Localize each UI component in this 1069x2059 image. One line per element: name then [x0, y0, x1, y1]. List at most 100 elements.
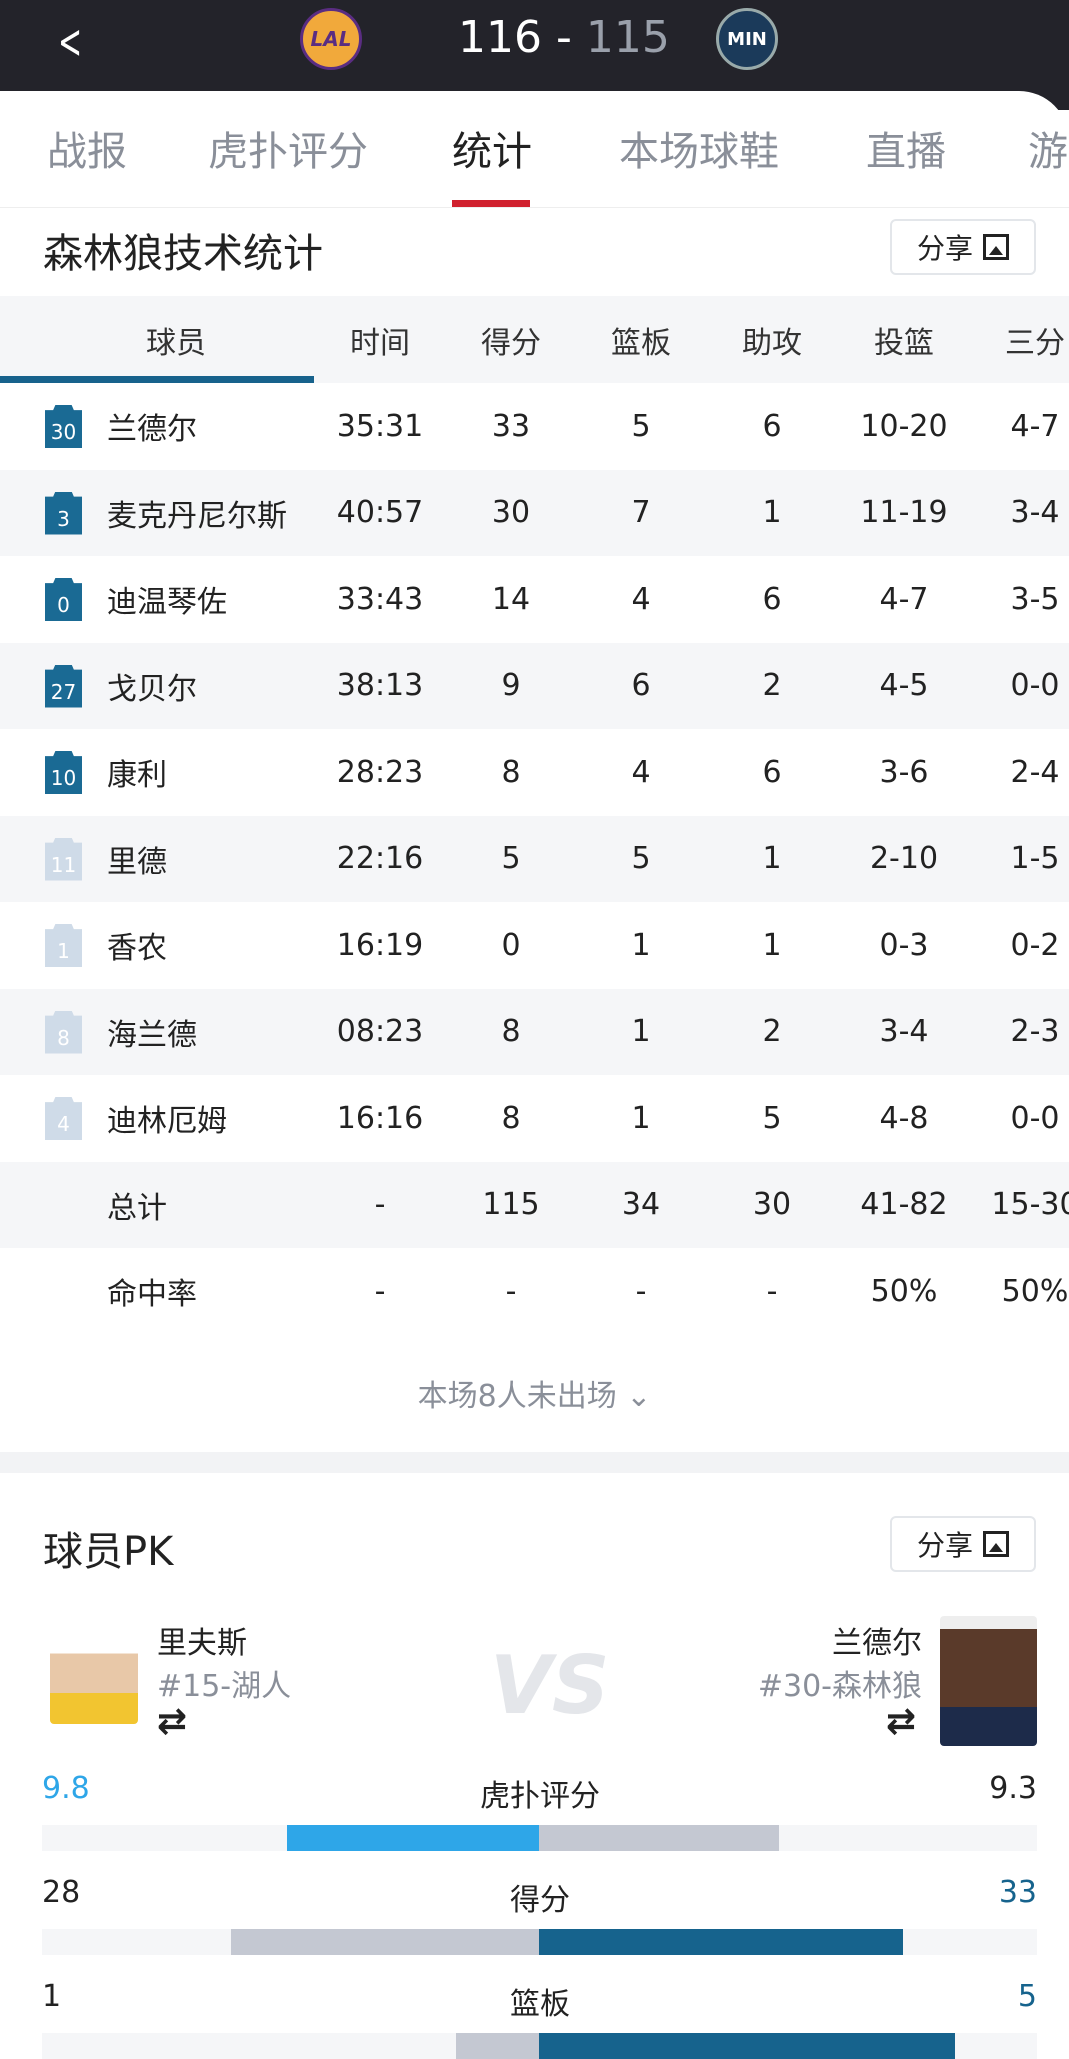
- stat-cell: 1: [631, 927, 651, 963]
- stat-cell: 5: [501, 841, 521, 877]
- right-player-avatar[interactable]: [940, 1616, 1037, 1746]
- table-row[interactable]: 10 康利 28:23 8 4 6 3-6 2-4: [0, 729, 1069, 816]
- stat-cell: 34: [621, 1187, 661, 1223]
- away-score: 115: [585, 12, 670, 63]
- stat-cell: 15-30: [991, 1187, 1069, 1223]
- stat-cell: 3-4: [1010, 495, 1060, 531]
- image-icon: [983, 1531, 1009, 1557]
- player-name[interactable]: 命中率: [107, 1277, 197, 1313]
- stat-cell: 8: [501, 1014, 521, 1050]
- stat-cell: 3-6: [879, 754, 929, 790]
- stats-share-button[interactable]: 分享: [890, 219, 1036, 275]
- player-name[interactable]: 兰德尔: [107, 412, 197, 448]
- stat-cell: 2: [762, 1014, 782, 1050]
- stat-cell: -: [374, 1187, 386, 1223]
- stat-cell: 0-3: [879, 927, 929, 963]
- table-row[interactable]: 8 海兰德 08:23 8 1 2 3-4 2-3: [0, 988, 1069, 1075]
- tab-shoes[interactable]: 本场球鞋: [619, 129, 779, 175]
- player-name[interactable]: 海兰德: [107, 1017, 197, 1053]
- table-header: 球员 时间 得分 篮板 助攻 投篮 三分: [0, 296, 1069, 383]
- swap-right-player-icon[interactable]: ⇄: [886, 1701, 917, 1742]
- player-name[interactable]: 香农: [107, 931, 167, 967]
- tab-more[interactable]: 游: [1028, 129, 1068, 175]
- left-bar-fill: [456, 2033, 540, 2059]
- away-team-logo[interactable]: MIN: [716, 8, 778, 70]
- player-name[interactable]: 麦克丹尼尔斯: [107, 498, 287, 534]
- dnp-toggle[interactable]: 本场8人未出场 ⌄: [0, 1371, 1069, 1415]
- table-row[interactable]: 30 兰德尔 35:31 33 5 6 10-20 4-7: [0, 383, 1069, 470]
- tab-report[interactable]: 战报: [47, 129, 127, 175]
- table-row[interactable]: 27 戈贝尔 38:13 9 6 2 4-5 0-0: [0, 642, 1069, 729]
- active-tab-indicator: [452, 200, 530, 207]
- jersey-icon: 10: [45, 751, 82, 794]
- column-header[interactable]: 球员: [146, 325, 206, 361]
- section-divider: [0, 1452, 1069, 1473]
- stat-cell: 30: [491, 495, 531, 531]
- pk-title: 球员PK: [43, 1529, 174, 1575]
- stat-cell: -: [505, 1273, 517, 1309]
- left-player-avatar[interactable]: [50, 1636, 138, 1724]
- column-header[interactable]: 投篮: [874, 325, 934, 361]
- share-label: 分享: [916, 1529, 973, 1562]
- player-name[interactable]: 总计: [107, 1190, 167, 1226]
- stat-cell: 30: [752, 1187, 792, 1223]
- stat-cell: 50%: [1001, 1273, 1069, 1309]
- stat-cell: 6: [631, 668, 651, 704]
- tab-rating[interactable]: 虎扑评分: [208, 129, 368, 175]
- home-score: 116: [458, 12, 542, 63]
- table-row[interactable]: 总计 - 115 34 30 41-82 15-30: [0, 1161, 1069, 1248]
- stat-cell: 2-4: [1010, 754, 1060, 790]
- left-bar-fill: [230, 1929, 540, 1955]
- player-name[interactable]: 康利: [107, 758, 167, 794]
- stat-cell: 16:16: [336, 1100, 424, 1136]
- stat-cell: 5: [762, 1100, 782, 1136]
- jersey-icon: 8: [45, 1010, 82, 1054]
- stat-cell: 115: [482, 1187, 540, 1223]
- tab-live[interactable]: 直播: [866, 129, 946, 175]
- stat-cell: 6: [762, 408, 782, 444]
- table-row[interactable]: 1 香农 16:19 0 1 1 0-3 0-2: [0, 902, 1069, 989]
- stat-cell: 5: [631, 408, 651, 444]
- right-stat-value: 9.3: [989, 1771, 1037, 1806]
- right-stat-value: 5: [1017, 1979, 1037, 2014]
- share-label: 分享: [916, 232, 973, 265]
- table-row[interactable]: 3 麦克丹尼尔斯 40:57 30 7 1 11-19 3-4: [0, 469, 1069, 556]
- player-name[interactable]: 里德: [107, 844, 167, 880]
- chevron-down-icon: ⌄: [626, 1379, 652, 1414]
- stat-cell: 1: [762, 495, 782, 531]
- column-header[interactable]: 三分: [1005, 325, 1065, 361]
- player-name[interactable]: 迪温琴佐: [107, 585, 227, 621]
- swap-left-player-icon[interactable]: ⇄: [157, 1701, 188, 1742]
- tab-stats[interactable]: 统计: [452, 129, 532, 175]
- stat-cell: 8: [501, 1100, 521, 1136]
- stat-cell: 5: [631, 841, 651, 877]
- stat-cell: 50%: [870, 1273, 938, 1309]
- stat-cell: 40:57: [336, 495, 424, 531]
- player-name[interactable]: 迪林厄姆: [107, 1104, 227, 1140]
- stat-cell: 8: [501, 754, 521, 790]
- stat-cell: 41-82: [860, 1187, 948, 1223]
- column-header[interactable]: 得分: [481, 325, 541, 361]
- column-header[interactable]: 助攻: [742, 325, 802, 361]
- player-name[interactable]: 戈贝尔: [107, 671, 197, 707]
- content-sheet: 战报 虎扑评分 统计 本场球鞋 直播 游 森林狼技术统计 分享 球员 时间 得分 篮板…: [0, 91, 1069, 2059]
- column-header[interactable]: 篮板: [611, 325, 671, 361]
- jersey-icon: 30: [45, 405, 82, 448]
- right-player-name[interactable]: 兰德尔: [832, 1626, 922, 1661]
- home-team-logo[interactable]: LAL: [300, 8, 362, 70]
- stat-cell: 0-2: [1010, 927, 1060, 963]
- right-bar-fill: [539, 1825, 780, 1851]
- stat-cell: 10-20: [860, 408, 948, 444]
- jersey-icon: 4: [45, 1097, 82, 1140]
- table-row[interactable]: 11 里德 22:16 5 5 1 2-10 1-5: [0, 815, 1069, 902]
- table-row[interactable]: 0 迪温琴佐 33:43 14 4 6 4-7 3-5: [0, 556, 1069, 643]
- table-row[interactable]: 命中率 - - - - 50% 50%: [0, 1248, 1069, 1335]
- column-header[interactable]: 时间: [350, 325, 410, 361]
- stat-cell: 9: [501, 668, 521, 704]
- pk-share-button[interactable]: 分享: [890, 1516, 1036, 1572]
- left-player-name[interactable]: 里夫斯: [157, 1626, 247, 1661]
- comparison-bar: [42, 2033, 1037, 2059]
- table-row[interactable]: 4 迪林厄姆 16:16 8 1 5 4-8 0-0: [0, 1075, 1069, 1162]
- back-icon[interactable]: <: [58, 14, 83, 70]
- stat-label: 得分: [510, 1883, 570, 1918]
